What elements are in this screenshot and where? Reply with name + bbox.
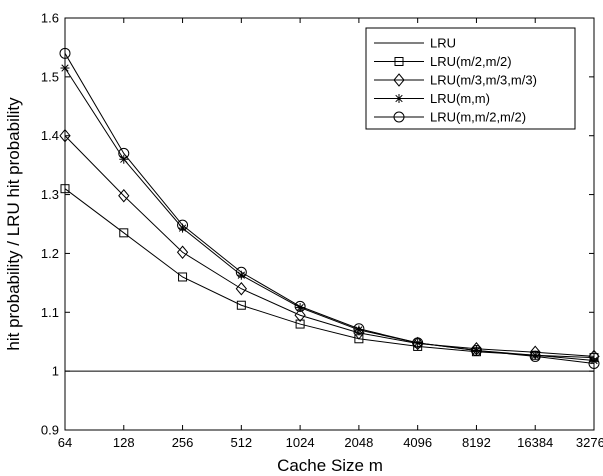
y-tick-label: 1.2 xyxy=(41,246,59,261)
data-point xyxy=(470,345,482,357)
series-line xyxy=(64,135,595,357)
data-point xyxy=(119,154,129,164)
legend-marker xyxy=(393,111,405,123)
legend-label: LRU(m/2,m/2) xyxy=(430,54,512,69)
data-point xyxy=(60,63,70,73)
y-tick-label: 1.6 xyxy=(41,11,59,26)
data-point xyxy=(60,184,70,194)
data-point xyxy=(589,356,599,366)
x-tick-label: 256 xyxy=(172,435,194,450)
x-tick-label: 16384 xyxy=(517,435,553,450)
data-point xyxy=(178,272,188,282)
y-tick-label: 0.9 xyxy=(41,423,59,438)
data-point xyxy=(235,281,247,296)
x-tick-label: 1024 xyxy=(286,435,315,450)
data-point xyxy=(235,266,247,278)
data-point xyxy=(176,245,189,260)
data-point xyxy=(177,219,189,231)
data-point xyxy=(59,47,71,59)
legend-label: LRU(m/3,m/3,m/3) xyxy=(430,73,537,88)
y-tick-label: 1 xyxy=(52,364,59,379)
data-point xyxy=(529,350,541,362)
y-axis-label: hit probability / LRU hit probability xyxy=(4,97,23,351)
data-point xyxy=(178,223,188,233)
data-point xyxy=(354,334,364,344)
data-point xyxy=(412,337,424,349)
data-point xyxy=(412,336,424,351)
x-tick-label: 32768 xyxy=(576,435,603,450)
x-tick-label: 512 xyxy=(230,435,252,450)
data-point xyxy=(59,128,71,143)
data-point xyxy=(236,300,246,310)
data-point xyxy=(353,323,365,335)
legend-label: LRU(m,m/2,m/2) xyxy=(430,110,526,125)
data-point xyxy=(119,228,129,238)
legend-label: LRU xyxy=(430,36,456,51)
legend-marker xyxy=(393,73,405,87)
x-tick-label: 64 xyxy=(58,435,72,450)
y-tick-label: 1.4 xyxy=(41,128,59,143)
series-line xyxy=(64,53,595,364)
data-point xyxy=(118,147,130,159)
legend-label: LRU(m,m) xyxy=(430,91,490,106)
data-point xyxy=(118,188,130,203)
series-layer xyxy=(59,47,600,372)
series-5 xyxy=(59,47,600,369)
y-tick-label: 1.5 xyxy=(41,69,59,84)
data-point xyxy=(588,357,600,369)
legend: LRU LRU(m/2,m/2) LRU(m/3,m/3,m/3) LRU(m,m) L… xyxy=(365,27,576,130)
x-tick-label: 128 xyxy=(113,435,135,450)
series-4 xyxy=(60,63,599,366)
y-tick-label: 1.3 xyxy=(41,187,59,202)
x-axis: 64 128 256 512 1024 2048 4096 8192 16384 32768 xyxy=(58,18,603,450)
x-axis-label: Cache Size m xyxy=(277,456,383,475)
series-line xyxy=(64,67,595,362)
legend-marker xyxy=(394,57,404,66)
x-tick-label: 2048 xyxy=(344,435,373,450)
data-point xyxy=(295,319,305,329)
legend-marker xyxy=(394,94,404,103)
data-point xyxy=(530,350,540,360)
y-axis: 0.9 1 1.1 1.2 1.3 1.4 1.5 1.6 xyxy=(41,11,594,438)
data-point xyxy=(294,308,306,323)
data-point xyxy=(294,300,306,312)
x-tick-label: 4096 xyxy=(403,435,432,450)
y-tick-label: 1.1 xyxy=(41,305,59,320)
x-tick-label: 8192 xyxy=(462,435,491,450)
